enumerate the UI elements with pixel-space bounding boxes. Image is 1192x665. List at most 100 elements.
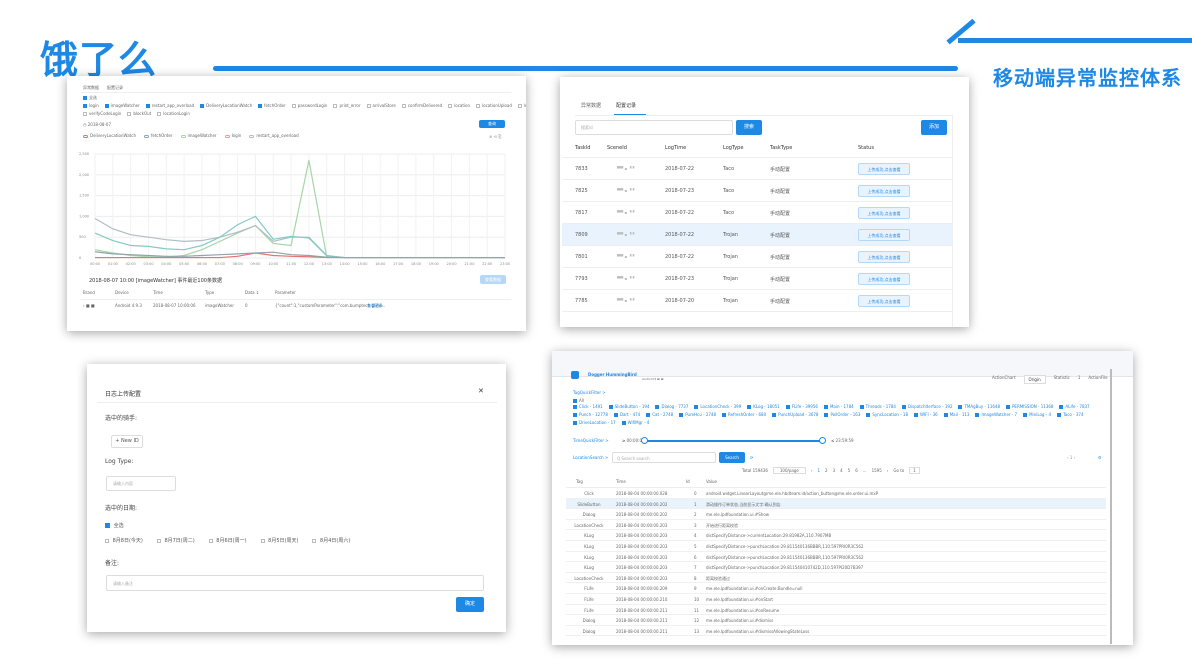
tag-checkbox[interactable]	[943, 413, 948, 417]
tag-filter-item[interactable]: Threads - 1784	[859, 404, 896, 409]
tag-checkbox[interactable]	[722, 413, 727, 417]
tag-checkbox[interactable]	[679, 413, 684, 417]
event-filter-location[interactable]: location	[448, 103, 470, 108]
date-option[interactable]: 8月6日(周一)	[208, 537, 247, 544]
filter-all[interactable]: 全选	[83, 95, 97, 101]
tag-filter-item[interactable]: RefreshOrder - 680	[722, 412, 766, 417]
time-quick-filter[interactable]: TimeQuickFilter >	[573, 438, 609, 443]
tag-filter-item[interactable]: SlideButton - 194	[608, 404, 649, 409]
pager-page[interactable]: 6	[855, 468, 858, 473]
table-row[interactable]: 7793 ▀▀ ▪ ▝ ▘ 2018-07-23 Trojan 手动配置 上传成功,点击查…	[562, 268, 952, 290]
filter-checkbox[interactable]	[83, 112, 87, 116]
tag-filter-item[interactable]: DriveLocation - 17	[573, 420, 616, 425]
tag-checkbox[interactable]	[608, 405, 613, 409]
table-row[interactable]: 7785 ▀▀ ▪ ▝ ▘ 2018-07-20 Trojan 手动配置 上传成功,点击查…	[562, 290, 952, 312]
pager-prev[interactable]: ‹	[810, 468, 813, 473]
filter-checkbox[interactable]	[333, 104, 338, 108]
pager-size-select[interactable]: 100/page	[772, 467, 806, 474]
status-button[interactable]: 上传成功,点击查看	[858, 251, 910, 263]
tag-filter-item[interactable]: Mail - 113	[943, 412, 969, 417]
event-filter-confirmDelivered[interactable]: confirmDelivered	[401, 103, 442, 108]
event-filter-locationLogin[interactable]: locationLogin	[157, 111, 190, 116]
table-row[interactable]: FLife 2018-08-04 00:00:00.210 10 me.ele.lpd…	[566, 594, 1106, 605]
slider-handle-end[interactable]	[819, 437, 826, 444]
date-option[interactable]: 8月4日(周六)	[312, 537, 350, 544]
tag-filter-item[interactable]: SyncLocation - 18	[866, 412, 908, 417]
table-row[interactable]: SlideButton 2018-08-04 00:00:00.202 1 滑动操作订…	[566, 498, 1106, 510]
date-checkbox[interactable]	[260, 538, 265, 543]
table-row[interactable]: 7817 ▀▀ ▪ ▝ ▘ 2018-07-22 Taco 手动配置 上传成功,点击查看	[562, 202, 952, 224]
table-row[interactable]: FLife 2018-08-04 00:00:00.211 11 me.ele.lpd…	[566, 605, 1106, 616]
env-select[interactable]: Android ▾ ▬ ▬	[642, 377, 664, 381]
tab-config-records[interactable]: 配置记录	[616, 103, 637, 109]
filter-checkbox[interactable]	[127, 112, 132, 116]
view-tab-actionchart[interactable]: ActionChart	[992, 375, 1016, 380]
tag-filter-item[interactable]: PunchUpload - 3678	[772, 412, 818, 417]
tag-checkbox[interactable]	[975, 413, 980, 417]
date-checkbox[interactable]	[156, 538, 161, 543]
scrollbar[interactable]	[1110, 369, 1112, 644]
filter-checkbox[interactable]	[401, 104, 406, 108]
event-filter-fetchOrder[interactable]: fetchOrder	[258, 103, 286, 108]
table-row[interactable]: KLog 2018-08-04 00:00:00.203 5 distSpecifyD…	[566, 541, 1106, 552]
settings-icon[interactable]: ⚙	[1098, 455, 1102, 460]
legend-item[interactable]: restart_app_overload	[249, 133, 299, 138]
tag-checkbox[interactable]	[824, 413, 829, 417]
search-button[interactable]: 搜索	[736, 120, 762, 135]
table-row[interactable]: LocationCheck 2018-08-04 00:00:00.203 3 开始进…	[566, 520, 1106, 531]
tag-checkbox[interactable]	[1006, 405, 1011, 409]
tag-checkbox[interactable]	[823, 405, 828, 409]
table-row[interactable]: Dialog 2018-08-04 00:00:00.211 13 me.ele.lp…	[566, 626, 1106, 637]
date-checkbox[interactable]	[105, 538, 109, 543]
slider-handle-start[interactable]	[641, 437, 648, 444]
date-checkbox[interactable]	[312, 538, 317, 543]
table-row[interactable]: FLife 2018-08-04 00:00:00.209 9 me.ele.lpdf…	[566, 583, 1106, 594]
filter-checkbox[interactable]	[291, 104, 296, 108]
tag-all-checkbox[interactable]: All	[573, 398, 584, 403]
tag-filter-item[interactable]: Taco - 374	[1057, 412, 1084, 417]
filter-checkbox[interactable]	[517, 104, 522, 108]
tag-checkbox[interactable]	[859, 405, 864, 409]
event-filter-blockOut[interactable]: blockOut	[127, 111, 151, 116]
pager-goto-input[interactable]: 1	[909, 467, 920, 474]
tag-quick-filter[interactable]: TagQuickFilter >	[573, 390, 606, 395]
row-expand-icon[interactable]: › ■ ■	[83, 303, 95, 308]
filter-checkbox[interactable]	[157, 112, 162, 116]
tab-config-records[interactable]: 配置记录	[107, 85, 123, 90]
location-search-input[interactable]: Q Search search	[612, 452, 716, 463]
tag-checkbox[interactable]	[613, 413, 618, 417]
tag-filter-item[interactable]: PERMISSION - 11368	[1006, 404, 1053, 409]
date-checkbox[interactable]	[208, 538, 213, 543]
event-filter-restart_app_overload[interactable]: restart_app_overload	[145, 103, 194, 108]
pager-page[interactable]: 2	[825, 468, 828, 473]
tag-checkbox[interactable]	[747, 405, 752, 409]
note-input[interactable]: 请输入备注	[106, 575, 484, 591]
date-picker[interactable]: ◷ 2018-08-07	[83, 122, 112, 127]
tag-checkbox[interactable]	[958, 405, 963, 409]
table-row[interactable]: KLog 2018-08-04 00:00:00.203 4 distSpecifyD…	[566, 530, 1106, 541]
tag-filter-item[interactable]: Punch - 12778	[573, 412, 608, 417]
tag-filter-item[interactable]: PoilOrder - 163	[824, 412, 860, 417]
date-option[interactable]: 8月7日(周二)	[156, 537, 195, 544]
tag-filter-item[interactable]: Dialog - 7737	[655, 404, 688, 409]
tag-filter-item[interactable]: KLog - 18051	[747, 404, 780, 409]
filter-checkbox[interactable]	[448, 104, 453, 108]
view-data-button[interactable]: 查看数据	[480, 275, 506, 284]
event-filter-imageWatcher[interactable]: imageWatcher	[104, 103, 140, 108]
table-row[interactable]: Click 2018-08-04 00:00:00.028 0 android.wid…	[566, 488, 1106, 499]
event-filter-verifyCodeLogin[interactable]: verifyCodeLogin	[83, 111, 121, 116]
tag-checkbox[interactable]	[621, 421, 626, 425]
tag-filter-item[interactable]: MiniLog - 4	[1023, 412, 1051, 417]
filter-checkbox[interactable]	[145, 104, 150, 108]
pager-page[interactable]: 1595	[871, 468, 882, 473]
event-filter-login[interactable]: login	[83, 103, 99, 108]
tag-filter-item[interactable]: WIFI - 36	[914, 412, 938, 417]
filter-checkbox[interactable]	[258, 104, 263, 108]
status-button[interactable]: 上传成功,点击查看	[858, 185, 910, 197]
filter-checkbox[interactable]	[104, 104, 109, 108]
table-row[interactable]: 7825 ▀▀ ▪ ▝ ▘ 2018-07-23 Taco 手动配置 上传成功,点击查看	[562, 180, 952, 202]
tag-checkbox[interactable]	[573, 421, 577, 425]
view-tab-origin[interactable]: Origin	[1023, 375, 1046, 384]
tag-checkbox[interactable]	[914, 413, 919, 417]
legend-item[interactable]: fetchOrder	[143, 133, 173, 138]
